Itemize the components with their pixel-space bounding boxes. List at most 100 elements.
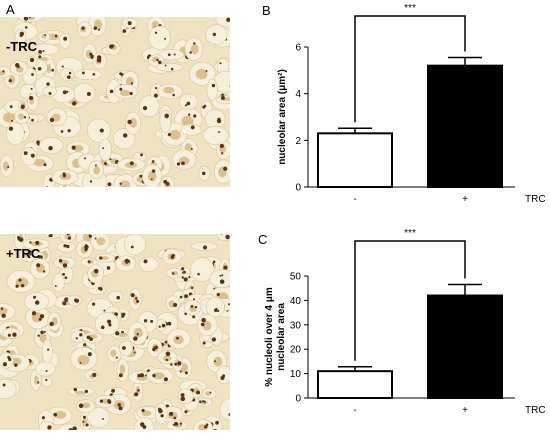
nucleolus [191, 126, 195, 129]
nucleolus [20, 284, 25, 288]
nucleolus [215, 420, 219, 425]
nucleolus [165, 182, 170, 186]
nucleolus [151, 160, 155, 163]
nucleolus [158, 408, 163, 414]
nucleolus [169, 411, 174, 416]
nucleus [96, 237, 106, 246]
nucleus [152, 372, 165, 380]
nucleolus [150, 178, 153, 181]
cell [177, 388, 194, 405]
nucleolus [31, 118, 34, 122]
y-tick-label: 50 [290, 272, 302, 283]
nucleolus [122, 133, 128, 138]
nucleolus [188, 276, 191, 279]
nucleolus [204, 425, 208, 429]
nucleolus [78, 403, 84, 409]
nucleolus [62, 263, 68, 268]
micrograph-plus-trc: +TRC [0, 234, 230, 430]
nucleolus [143, 259, 148, 264]
cell [35, 361, 56, 377]
nucleolus [106, 266, 111, 270]
bar-minus [317, 132, 393, 188]
nucleolus [8, 79, 11, 83]
nucleolus [66, 75, 71, 80]
nucleolus [72, 101, 77, 106]
bar-plus [427, 294, 503, 399]
nucleus [93, 166, 101, 175]
nucleolus [164, 37, 167, 40]
nucleolus [212, 32, 217, 37]
nucleolus [129, 91, 133, 96]
nucleolus [118, 406, 123, 411]
nucleolus [119, 87, 123, 91]
cell [2, 327, 20, 339]
nucleolus [181, 276, 184, 279]
nucleolus [143, 319, 148, 323]
panel-letter-b: B [262, 3, 271, 18]
nucleolus [184, 104, 187, 107]
nucleolus [211, 83, 216, 88]
nucleus [81, 402, 91, 409]
nucleolus [66, 244, 70, 249]
cell [58, 33, 71, 49]
nucleus [190, 43, 199, 55]
nucleolus [48, 145, 53, 151]
nucleolus [167, 53, 171, 57]
nucleolus [29, 241, 32, 244]
y-tick-label: 4 [295, 89, 301, 100]
cell [209, 269, 230, 289]
nucleolus [75, 337, 78, 340]
nucleolus [86, 335, 91, 340]
nucleus [118, 332, 128, 338]
nucleolus [219, 274, 222, 277]
nucleolus [54, 34, 58, 38]
nucleolus [216, 292, 220, 297]
nucleolus [121, 330, 124, 334]
nucleolus [49, 117, 55, 123]
y-tick-label: 40 [290, 296, 302, 307]
nucleolus [158, 60, 162, 65]
nucleolus [89, 52, 93, 56]
x-tick-label: - [353, 405, 356, 416]
nucleolus [212, 260, 216, 264]
nucleus [119, 364, 126, 375]
nucleolus [85, 423, 89, 427]
nucleolus [142, 106, 148, 111]
nucleolus [202, 400, 205, 403]
nucleolus [214, 360, 216, 363]
nucleolus [45, 378, 48, 382]
x-axis-label: TRC [525, 405, 546, 416]
nucleolus [181, 161, 185, 166]
nucleolus [7, 355, 11, 359]
y-tick-label: 2 [295, 136, 301, 147]
nucleolus [202, 245, 208, 250]
nucleolus [134, 297, 138, 300]
nucleolus [83, 415, 87, 419]
nucleus [73, 144, 84, 152]
nucleolus [130, 293, 135, 298]
nucleolus [122, 29, 127, 33]
nucleus [147, 170, 157, 182]
x-axis-label: TRC [525, 194, 546, 205]
nucleolus [63, 36, 68, 41]
nucleolus [2, 383, 6, 387]
bar-minus [317, 370, 393, 400]
nucleolus [117, 403, 121, 407]
nucleus [23, 251, 32, 258]
nucleolus [165, 358, 168, 362]
nucleolus [118, 373, 123, 378]
nucleolus [211, 337, 217, 342]
nucleolus [14, 363, 18, 367]
nucleus [195, 68, 208, 80]
nucleus [162, 355, 172, 362]
nucleolus [49, 321, 54, 327]
cell [148, 25, 171, 50]
nucleolus [154, 87, 158, 90]
nucleolus [179, 370, 182, 373]
nucleolus [87, 352, 92, 357]
nucleolus [139, 373, 145, 378]
nucleolus [2, 362, 8, 367]
nucleolus [214, 308, 218, 313]
nucleolus [31, 311, 37, 316]
nucleolus [28, 250, 32, 253]
